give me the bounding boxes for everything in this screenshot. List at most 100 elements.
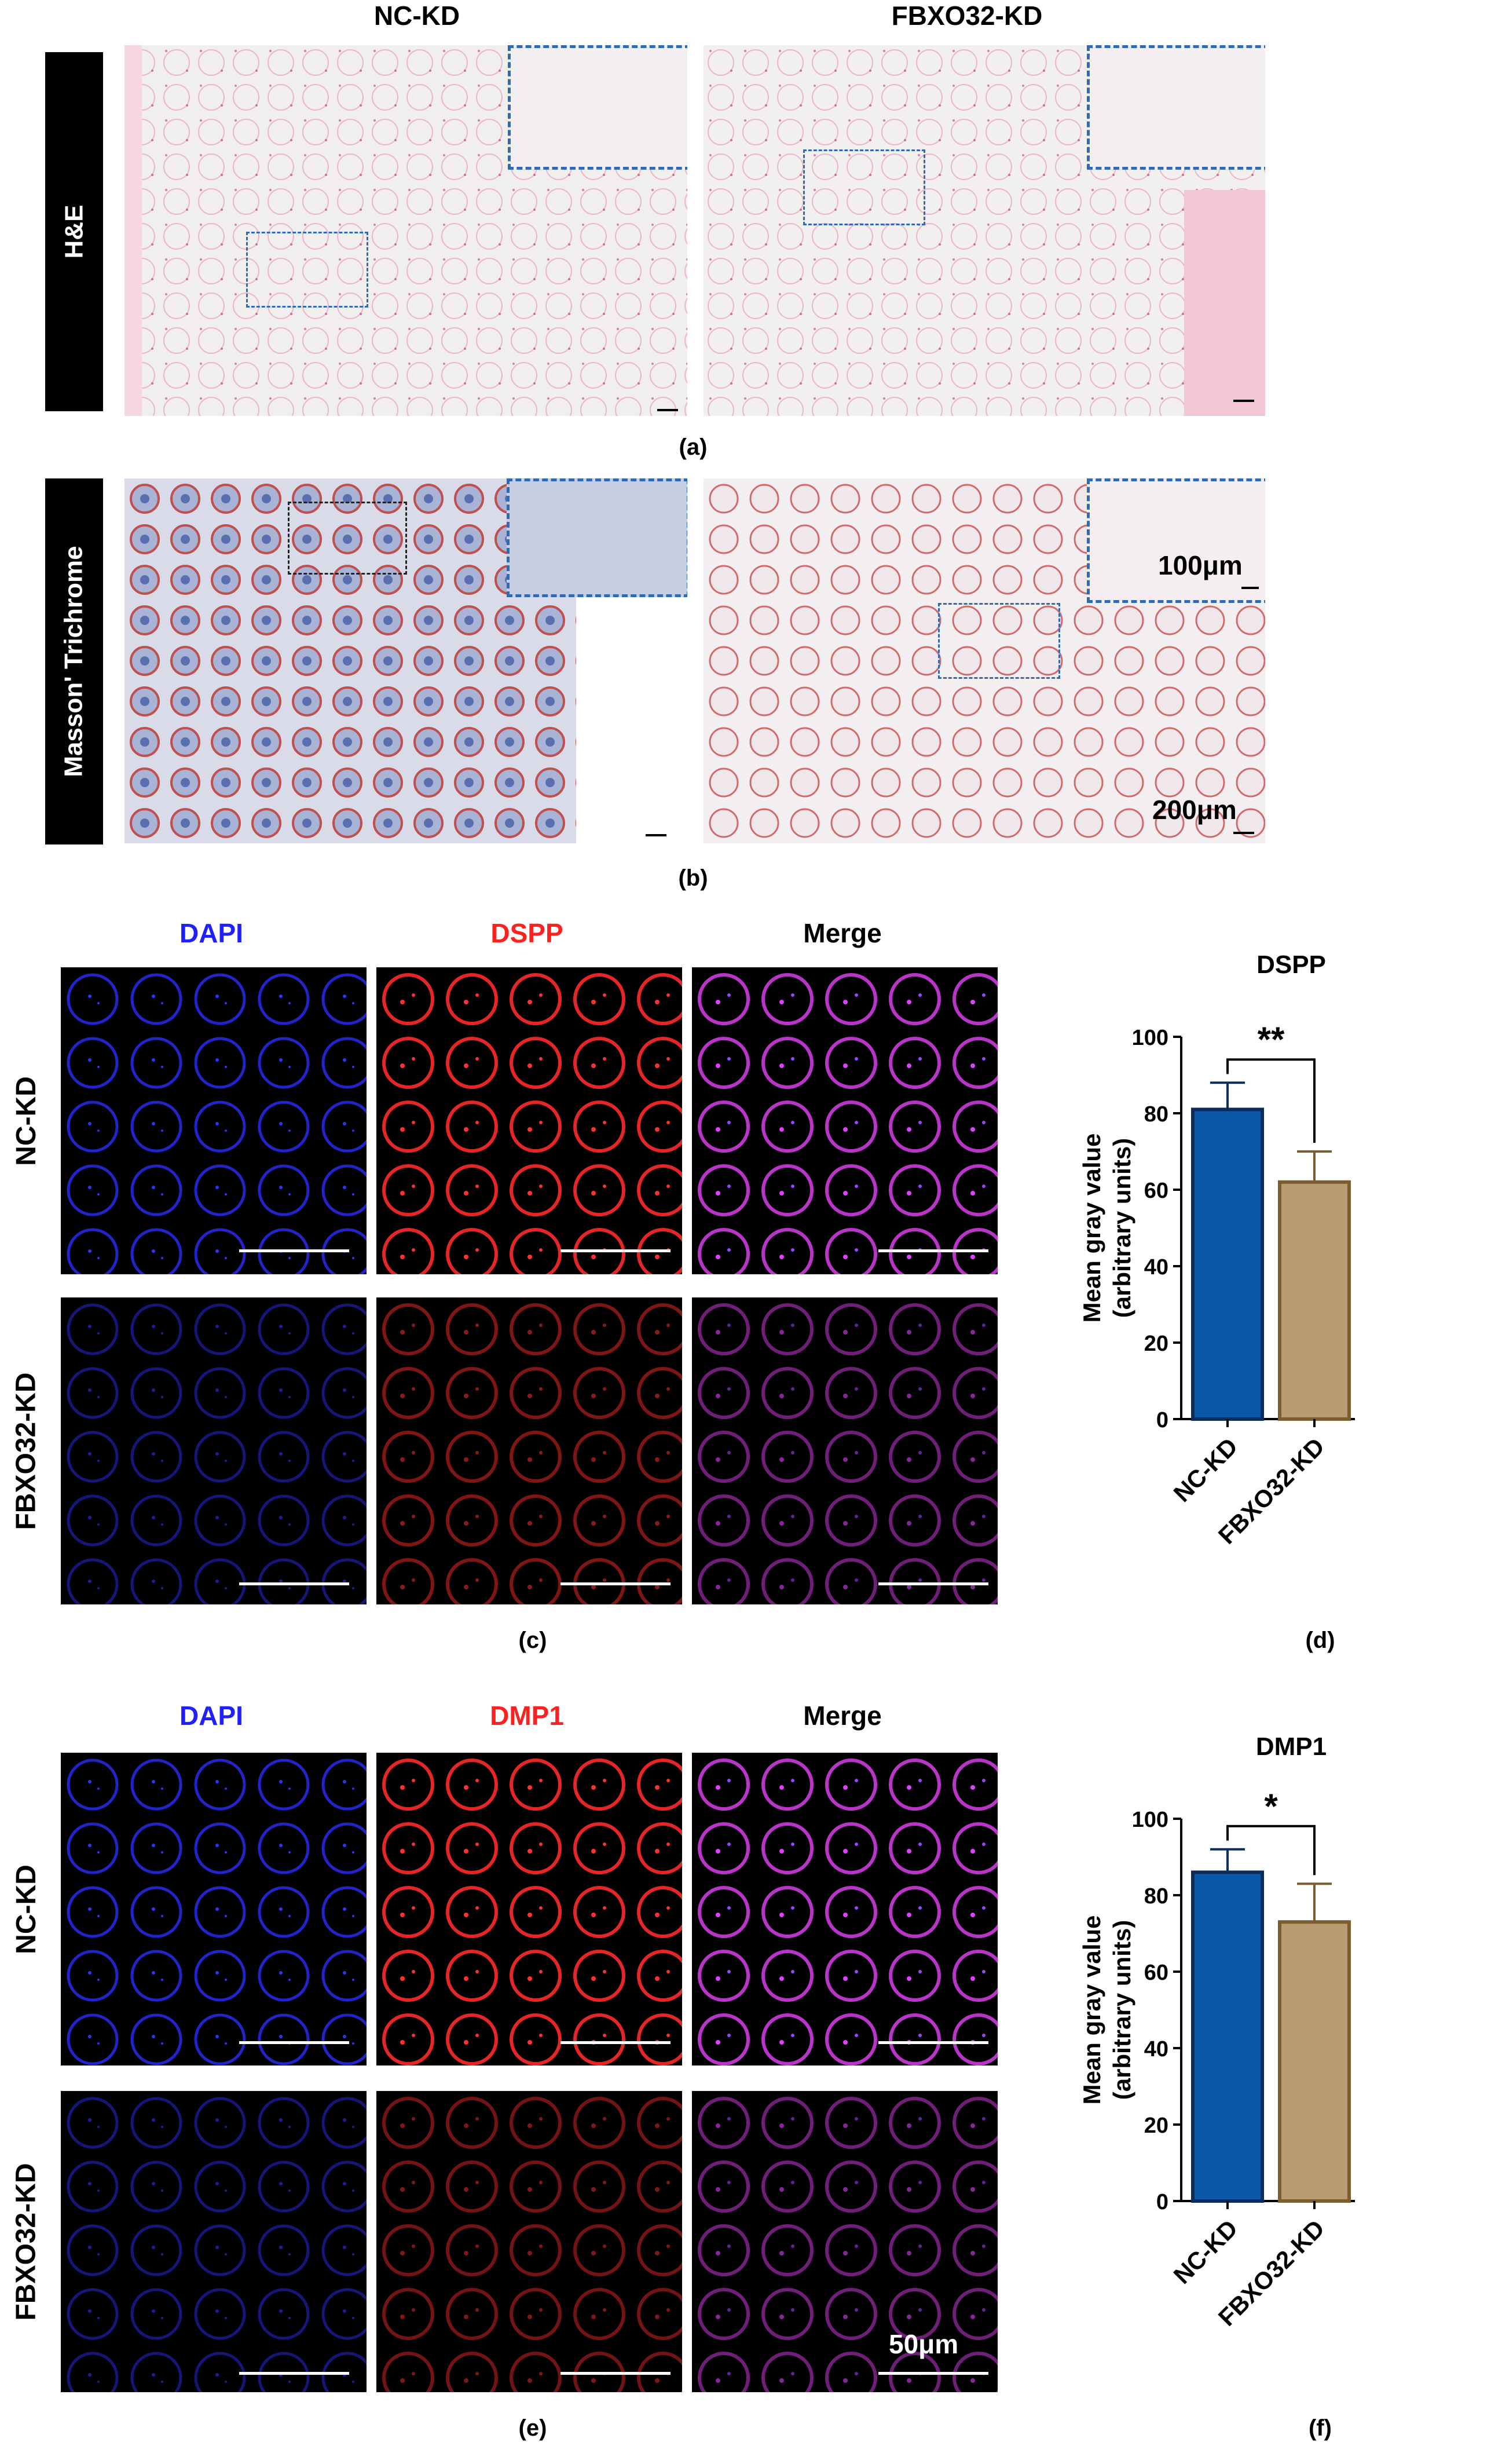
dmp1-ytick-label-100: 100: [1132, 1808, 1168, 1832]
dmp1-fbxo32-dapi-image: [61, 2091, 367, 2392]
dspp-title: DSPP: [1256, 950, 1326, 979]
dmp1-scale-label: 50μm: [889, 2329, 959, 2359]
dspp-ytick-label-0: 0: [1156, 1408, 1168, 1432]
dspp-nc-marker-scalebar: [560, 1249, 671, 1252]
panel-e-col-merge: Merge: [803, 1701, 882, 1731]
dspp-fbxo32-merge-image: [692, 1297, 998, 1604]
masson-main-scale-label: 200μm: [1152, 795, 1237, 825]
dmp1-bar-chart: DMP1 Mean gray value (arbitrary units) 0 20 4…: [1078, 1732, 1355, 2331]
dmp1-ytick-label-20: 20: [1144, 2114, 1168, 2138]
masson-nc-texture: [124, 478, 687, 843]
dmp1-ytick-label-80: 80: [1144, 1884, 1168, 1909]
dmp1-bar-1: [1278, 1920, 1351, 2203]
dspp-ytick-label-20: 20: [1144, 1332, 1168, 1356]
dmp1-ytick-label-60: 60: [1144, 1961, 1168, 1985]
panel-c-col-dspp: DSPP: [490, 918, 563, 948]
panel-e-letter: (e): [518, 2415, 547, 2441]
dmp1-ytick-label-40: 40: [1144, 2037, 1168, 2061]
dspp-nc-marker-image: [376, 967, 682, 1274]
he-nc-scalebar: [657, 409, 678, 411]
panel-e-row-nc: NC-KD: [0, 1753, 52, 2065]
dmp1-nc-dapi-image: [61, 1753, 367, 2065]
dmp1-ytick-label-0: 0: [1156, 2190, 1168, 2214]
panel-c-col-merge: Merge: [803, 918, 882, 948]
panel-d-letter: (d): [1305, 1628, 1335, 1653]
dspp-ytick-label-60: 60: [1144, 1179, 1168, 1203]
dmp1-nc-merge-image: [692, 1753, 998, 2065]
masson-nc-roi-box: [288, 502, 407, 575]
dspp-ylabel-line-0: Mean gray value: [1078, 1134, 1105, 1323]
dmp1-nc-marker-scalebar: [560, 2041, 671, 2044]
dmp1-nc-marker-image: [376, 1753, 682, 2065]
dspp-nc-merge-image: [692, 967, 998, 1274]
dmp1-xtick-label-0: NC-KD: [1168, 2214, 1243, 2289]
dmp1-nc-merge-scalebar: [878, 2041, 988, 2044]
dspp-bar-0: [1191, 1107, 1264, 1421]
dmp1-nc-dapi-scalebar: [239, 2041, 349, 2044]
dspp-fbxo32-marker-image: [376, 1297, 682, 1604]
dmp1-fbxo32-marker-image: [376, 2091, 682, 2392]
masson-inset-scalebar: [1241, 587, 1259, 589]
masson-nc-inset: [507, 478, 687, 597]
dmp1-bar-0: [1191, 1870, 1264, 2203]
panel-b-letter: (b): [678, 865, 708, 891]
masson-fbxo32-inset: 100μm: [1087, 478, 1265, 603]
he-stain-label: H&E: [45, 52, 103, 411]
panel-f-letter: (f): [1309, 2415, 1332, 2441]
dmp1-significance-bracket: [1226, 1825, 1316, 1876]
panel-e-col-dmp1: DMP1: [490, 1701, 564, 1731]
masson-stain-label: Masson' Trichrome: [45, 478, 103, 845]
dspp-nc-dapi-scalebar: [239, 1249, 349, 1252]
panel-c-row-fbxo32-text: FBXO32-KD: [10, 1372, 42, 1530]
panel-c-row-nc-text: NC-KD: [10, 1076, 42, 1166]
he-fbxo32-scalebar: [1233, 400, 1254, 402]
panel-e-col-dapi: DAPI: [179, 1701, 243, 1731]
dmp1-fbxo32-merge-scalebar: [878, 2372, 988, 2375]
masson-inset-scale-label: 100μm: [1158, 550, 1243, 580]
dspp-fbxo32-marker-scalebar: [560, 1582, 671, 1585]
panel-a-letter: (a): [679, 434, 708, 460]
masson-image-fbxo32: 100μm 200μm: [704, 478, 1265, 843]
he-stain-label-text: H&E: [60, 204, 88, 259]
he-nc-inset: [508, 45, 687, 170]
he-image-fbxo32: [704, 45, 1265, 416]
panel-e-row-fbxo32-text: FBXO32-KD: [10, 2162, 42, 2321]
dspp-fbxo32-dapi-scalebar: [239, 1582, 349, 1585]
dmp1-fbxo32-dapi-scalebar: [239, 2372, 349, 2375]
he-image-nc: [124, 45, 687, 416]
he-fbxo32-roi-box: [803, 149, 925, 225]
dspp-xtick-label-0: NC-KD: [1168, 1432, 1243, 1507]
masson-fbxo32-roi-box: [938, 603, 1060, 679]
dspp-bar-1: [1278, 1180, 1351, 1421]
panel-a-col-label-nc: NC-KD: [373, 1, 460, 31]
dspp-ytick-label-80: 80: [1144, 1102, 1168, 1127]
dmp1-title: DMP1: [1256, 1732, 1327, 1761]
dspp-significance-bracket: [1226, 1058, 1316, 1143]
he-fbxo32-inset: [1087, 45, 1265, 170]
dmp1-significance-mark: *: [1264, 1787, 1278, 1826]
masson-nc-scalebar: [646, 834, 666, 836]
dspp-fbxo32-merge-scalebar: [878, 1582, 988, 1585]
panel-c-row-fbxo32: FBXO32-KD: [0, 1297, 52, 1604]
dmp1-fbxo32-merge-image: 50μm: [692, 2091, 998, 2392]
dmp1-ylabel-line-1: (arbitrary units): [1108, 1920, 1135, 2100]
dmp1-fbxo32-marker-scalebar: [560, 2372, 671, 2375]
dspp-significance-mark: **: [1258, 1020, 1285, 1059]
dspp-bar-chart: DSPP Mean gray value (arbitrary units) 0 20 4…: [1078, 950, 1355, 1549]
panel-e-row-nc-text: NC-KD: [10, 1864, 42, 1954]
dspp-nc-dapi-image: [61, 967, 367, 1274]
panel-e-row-fbxo32: FBXO32-KD: [0, 2091, 52, 2392]
panel-c-row-nc: NC-KD: [0, 967, 52, 1274]
dmp1-ylabel-line-0: Mean gray value: [1078, 1915, 1105, 2105]
dspp-ytick-label-40: 40: [1144, 1255, 1168, 1279]
panel-c-letter: (c): [518, 1628, 547, 1653]
panel-c-col-dapi: DAPI: [179, 918, 243, 948]
dspp-fbxo32-dapi-image: [61, 1297, 367, 1604]
masson-stain-label-text: Masson' Trichrome: [60, 546, 88, 777]
dspp-nc-merge-scalebar: [878, 1249, 988, 1252]
masson-main-scalebar: [1233, 832, 1254, 834]
dspp-ylabel-line-1: (arbitrary units): [1108, 1138, 1135, 1318]
he-nc-roi-box: [246, 232, 368, 308]
dspp-ytick-label-100: 100: [1132, 1026, 1168, 1050]
masson-image-nc: [124, 478, 687, 843]
